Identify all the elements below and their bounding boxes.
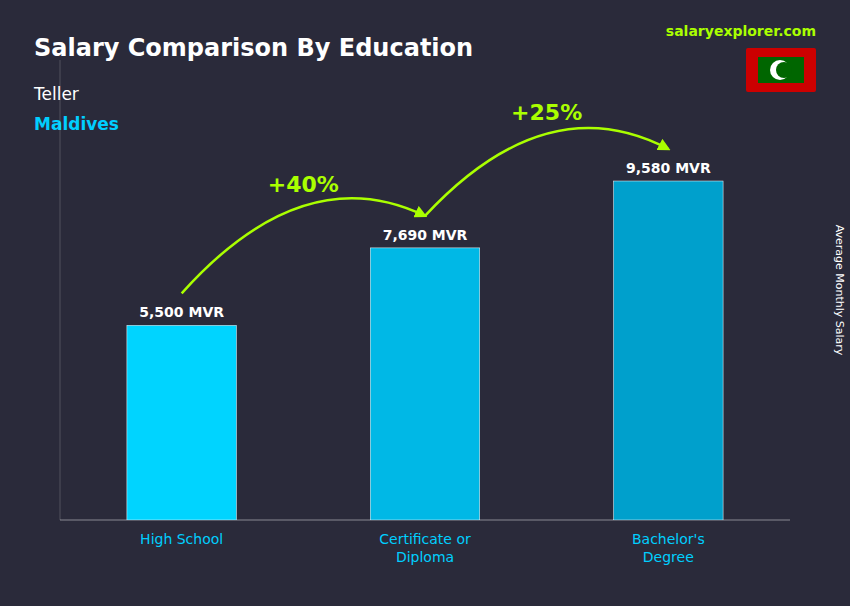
data-label: 9,580 MVR: [626, 160, 711, 176]
x-tick-label-line: Degree: [643, 549, 694, 565]
x-tick-label-line: Diploma: [396, 549, 454, 565]
data-label: 5,500 MVR: [139, 304, 224, 320]
bar: [614, 181, 724, 520]
watermark: salaryexplorer.com: [666, 23, 816, 39]
y-axis-line: [60, 60, 61, 520]
flag: [746, 48, 816, 92]
x-tick-label: Certificate or Diploma: [379, 531, 471, 565]
background: [0, 0, 850, 606]
subtitle: Maldives: [34, 114, 119, 134]
subtitle: Teller: [33, 84, 79, 104]
x-tick-label-line: High School: [140, 531, 223, 547]
x-tick-label: Bachelor's Degree: [632, 531, 705, 565]
chart: Salary Comparison By Education Teller Mald…: [0, 0, 850, 606]
bar: [370, 248, 480, 520]
data-label: 7,690 MVR: [383, 227, 468, 243]
y-axis-label: Average Monthly Salary: [833, 225, 846, 356]
growth-arrow: [182, 198, 425, 293]
annotation: +25%: [511, 100, 582, 125]
bar: [127, 325, 236, 520]
title: Salary Comparison By Education: [34, 34, 473, 62]
flag-moon-cut: [776, 62, 792, 78]
flag-field: [746, 48, 816, 92]
x-tick-label: High School: [140, 531, 223, 547]
x-tick-label-line: Certificate or: [379, 531, 471, 547]
x-tick-label-line: Bachelor's: [632, 531, 705, 547]
bars: [127, 181, 723, 520]
growth-arrow: [425, 128, 668, 216]
annotation: +40%: [268, 172, 339, 197]
flag-center: [758, 57, 804, 83]
